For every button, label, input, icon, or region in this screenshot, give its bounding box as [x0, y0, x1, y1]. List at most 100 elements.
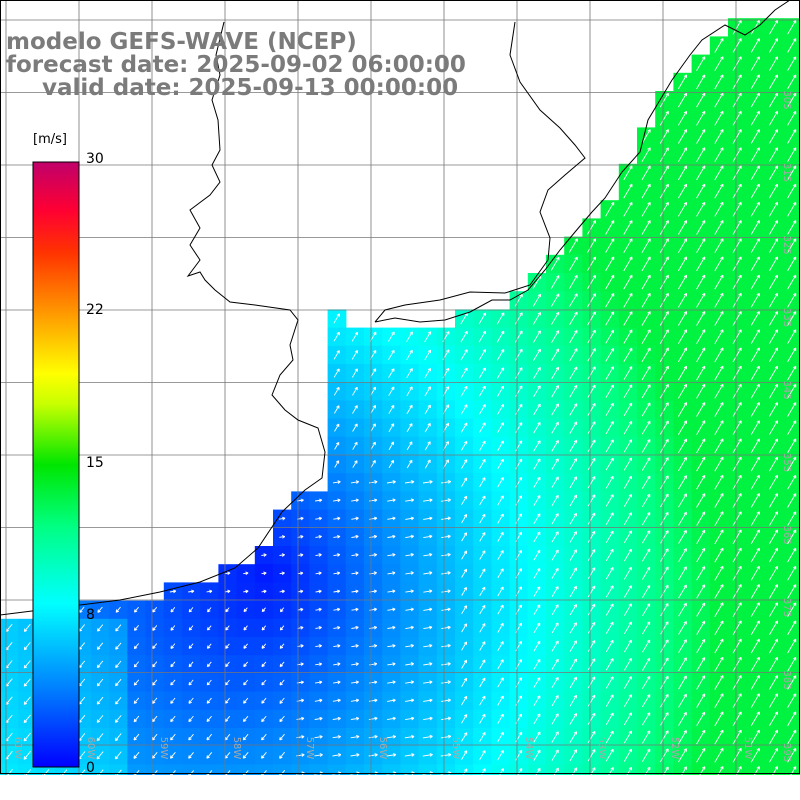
wind-arrow [440, 753, 452, 757]
wind-arrow [350, 753, 360, 757]
wind-arrow [96, 751, 104, 760]
wind-arrow [750, 365, 760, 381]
wind-arrow [714, 438, 724, 454]
wind-arrow [170, 697, 176, 704]
wind-arrow [787, 693, 797, 708]
wind-arrow [750, 183, 760, 199]
wind-arrow [115, 660, 122, 669]
wind-arrow [623, 457, 633, 471]
wind-arrow [479, 422, 486, 433]
wind-arrow [551, 366, 560, 380]
wind-arrow [623, 201, 633, 217]
wind-arrow [460, 367, 468, 379]
wind-arrow [551, 604, 559, 616]
wind-arrow [750, 438, 760, 454]
wind-arrow [551, 385, 559, 398]
wind-arrow [261, 679, 267, 686]
wind-arrow [787, 747, 797, 763]
wind-arrow [587, 622, 596, 634]
wind-arrow [350, 716, 360, 721]
wind-arrow [605, 402, 614, 416]
wind-arrow [224, 589, 231, 594]
wind-arrow [569, 713, 578, 725]
wind-arrow [96, 642, 104, 650]
wind-arrow [750, 110, 760, 126]
wind-cell [673, 764, 693, 775]
wind-arrow [787, 220, 797, 235]
lon-label: 54W [523, 737, 534, 760]
wind-arrow [696, 693, 706, 708]
wind-arrow [478, 330, 487, 343]
wind-arrow [170, 607, 176, 613]
wind-arrow [750, 420, 760, 435]
wind-cell [182, 764, 201, 775]
wind-arrow [279, 535, 286, 539]
wind-arrow [479, 568, 486, 578]
wind-arrow [315, 589, 322, 594]
wind-cell [145, 764, 165, 775]
wind-arrow [368, 734, 378, 739]
wind-arrow [388, 441, 395, 451]
wind-cell [600, 764, 620, 775]
wind-arrow [569, 458, 578, 470]
wind-arrow [497, 458, 504, 470]
wind-arrow [678, 675, 687, 690]
wind-arrow [787, 329, 797, 344]
wind-arrow [696, 729, 706, 745]
wind-arrow [769, 383, 779, 399]
wind-arrow [605, 694, 614, 707]
lon-label: 61W [12, 737, 23, 760]
wind-arrow [332, 480, 341, 484]
wind-arrow [642, 730, 651, 744]
wind-arrow [261, 697, 267, 704]
wind-arrow [96, 660, 104, 669]
wind-arrow [243, 643, 248, 649]
wind-arrow [406, 423, 413, 433]
wind-arrow [732, 402, 742, 417]
wind-arrow [569, 658, 577, 670]
wind-arrow [569, 749, 578, 762]
wind-arrow [279, 661, 285, 668]
wind-arrow [96, 733, 104, 742]
wind-arrow [750, 638, 760, 654]
wind-arrow [388, 349, 395, 360]
wind-arrow [732, 456, 742, 472]
wind-arrow [243, 661, 249, 668]
wind-arrow [333, 625, 341, 630]
wind-arrow [551, 403, 559, 416]
wind-arrow [533, 403, 541, 416]
wind-arrow [551, 640, 559, 652]
wind-arrow [261, 715, 267, 723]
wind-arrow [461, 587, 467, 596]
wind-arrow [678, 748, 687, 763]
wind-arrow [769, 547, 779, 563]
wind-arrow [624, 621, 632, 635]
wind-arrow [352, 368, 358, 378]
wind-arrow [206, 715, 212, 723]
wind-arrow [641, 311, 651, 326]
wind-cell [309, 764, 329, 775]
wind-arrow [605, 567, 614, 580]
wind-arrow [387, 607, 396, 612]
wind-arrow [569, 549, 577, 561]
wind-arrow [769, 675, 779, 690]
wind-arrow [515, 385, 523, 398]
wind-arrow [678, 256, 688, 272]
wind-arrow [334, 405, 340, 414]
wind-arrow [678, 548, 687, 562]
wind-arrow [479, 641, 486, 651]
wind-arrow [314, 716, 323, 721]
lon-label: 59W [158, 737, 169, 760]
wind-arrow [496, 349, 505, 361]
wind-arrow [333, 680, 341, 685]
wind-arrow [605, 220, 615, 235]
wind-arrow [787, 511, 797, 526]
lat-label: 35S [781, 453, 792, 472]
wind-arrow [787, 456, 797, 472]
wind-arrow [496, 330, 505, 343]
wind-arrow [497, 495, 504, 506]
wind-arrow [732, 383, 742, 399]
wind-arrow [660, 438, 669, 453]
wind-arrow [479, 713, 486, 724]
wind-arrow [478, 312, 487, 325]
